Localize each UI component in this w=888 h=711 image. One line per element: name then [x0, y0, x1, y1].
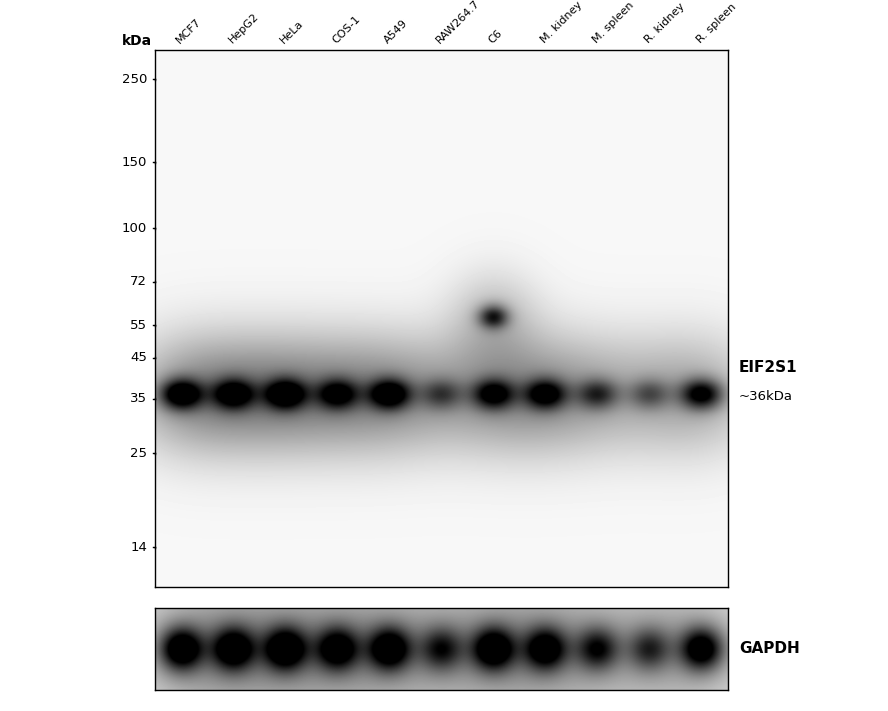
Text: COS-1: COS-1 — [330, 14, 362, 46]
Text: R. spleen: R. spleen — [695, 2, 738, 46]
Text: ~36kDa: ~36kDa — [739, 390, 793, 403]
Text: C6: C6 — [487, 28, 504, 46]
Text: R. kidney: R. kidney — [643, 1, 686, 46]
Text: 250: 250 — [122, 73, 147, 86]
Text: 100: 100 — [122, 222, 147, 235]
Text: M. spleen: M. spleen — [591, 1, 636, 46]
Text: HeLa: HeLa — [279, 18, 305, 46]
Text: MCF7: MCF7 — [174, 16, 203, 46]
Text: M. kidney: M. kidney — [539, 0, 584, 46]
Text: kDa: kDa — [122, 34, 152, 48]
Text: 55: 55 — [130, 319, 147, 332]
Text: HepG2: HepG2 — [226, 11, 260, 46]
Text: 14: 14 — [131, 541, 147, 554]
Text: RAW264.7: RAW264.7 — [435, 0, 482, 46]
Text: A549: A549 — [383, 18, 410, 46]
Text: EIF2S1: EIF2S1 — [739, 360, 797, 375]
Text: GAPDH: GAPDH — [739, 641, 799, 656]
Text: 150: 150 — [122, 156, 147, 169]
Text: 72: 72 — [130, 275, 147, 288]
Text: 35: 35 — [130, 392, 147, 405]
Text: 45: 45 — [131, 351, 147, 364]
Text: 25: 25 — [130, 447, 147, 460]
